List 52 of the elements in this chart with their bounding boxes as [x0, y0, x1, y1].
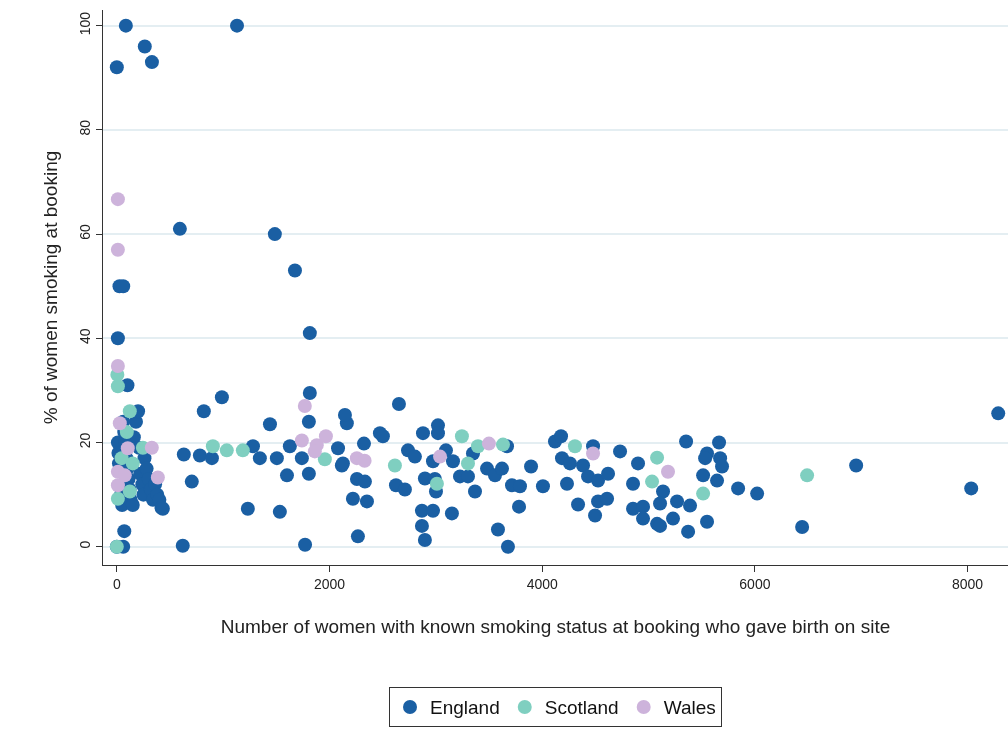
- point: [586, 446, 601, 461]
- point: [110, 358, 125, 373]
- y-tick-label: 40: [77, 328, 94, 344]
- x-tick-label: 0: [112, 575, 121, 592]
- point: [317, 452, 332, 467]
- point: [429, 476, 444, 491]
- y-tick-label: 60: [77, 223, 94, 240]
- x-tick-label: 2000: [313, 575, 346, 592]
- y-tick-label: 20: [77, 432, 94, 449]
- point: [144, 440, 159, 455]
- point: [650, 450, 665, 465]
- point: [661, 464, 676, 479]
- point: [387, 458, 402, 473]
- point: [696, 486, 711, 501]
- y-tick-label: 80: [77, 119, 94, 136]
- point: [294, 433, 309, 448]
- point: [297, 399, 312, 414]
- point: [495, 437, 510, 452]
- y-tick-label: 0: [77, 540, 94, 549]
- point: [800, 468, 815, 483]
- legend-label: England: [430, 697, 500, 719]
- point: [235, 443, 250, 458]
- point: [110, 491, 125, 506]
- point: [645, 474, 660, 489]
- point: [454, 429, 469, 444]
- x-tick-label: 4000: [526, 575, 558, 592]
- x-tick-label: 8000: [952, 575, 984, 592]
- point: [357, 453, 372, 468]
- y-tick-label: 100: [77, 11, 94, 36]
- point: [125, 456, 140, 471]
- y-axis-title: % of women smoking at booking: [40, 150, 62, 425]
- point: [567, 439, 582, 454]
- point: [120, 441, 135, 456]
- point: [318, 429, 333, 444]
- x-tick-label: 6000: [739, 575, 771, 592]
- x-axis-title: Number of women with known smoking status at booking who gave birth on site: [220, 615, 891, 637]
- point: [110, 379, 125, 394]
- point: [110, 192, 125, 207]
- legend-label: Scotland: [544, 697, 619, 719]
- point: [460, 456, 475, 471]
- point: [205, 439, 220, 454]
- point: [110, 478, 125, 493]
- point: [219, 443, 234, 458]
- point: [481, 436, 496, 451]
- point: [110, 242, 125, 257]
- point: [112, 416, 127, 431]
- point: [150, 470, 165, 485]
- point: [433, 449, 448, 464]
- point: [117, 468, 132, 483]
- point: [307, 444, 322, 459]
- legend-label: Wales: [663, 697, 716, 719]
- point: [122, 404, 137, 419]
